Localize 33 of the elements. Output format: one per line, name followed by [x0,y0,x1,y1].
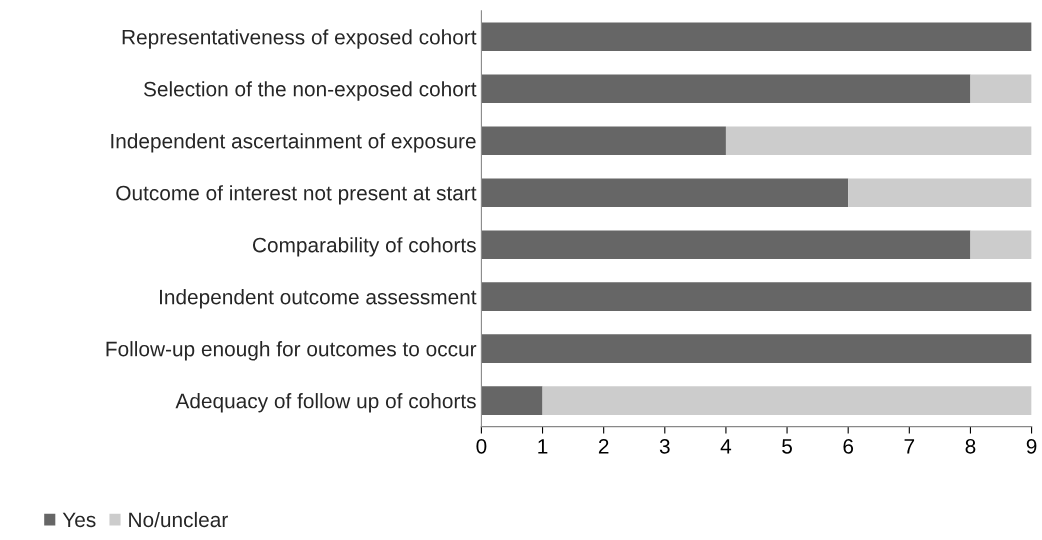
y-tick-label: Selection of the non-exposed cohort [143,81,477,101]
bar [481,22,1032,52]
y-tick-label: Comparability of cohorts [252,237,476,257]
bar [481,126,726,156]
x-tick-label: 1 [538,439,548,454]
bar [481,282,1032,311]
legend-label: No/unclear [129,511,228,528]
y-tick-label: Outcome of interest not present at start [116,185,477,205]
x-tick-label: 4 [720,439,732,454]
x-tick-label: 8 [965,438,976,454]
bar [481,178,849,208]
bar [481,334,1032,363]
x-tick-label: 7 [904,439,915,454]
y-tick-label: Independent outcome assessment [160,289,477,309]
bar [725,126,1032,156]
x-tick-label: 6 [843,438,854,454]
bar [481,230,971,259]
bar [542,386,1032,415]
x-tick-label: 3 [659,438,670,454]
bar [970,230,1032,259]
y-tick-label: Independent ascertainment of exposure [111,133,476,153]
x-tick-label: 5 [782,439,792,454]
x-tick-label: 2 [598,438,609,454]
y-tick-label: Representativeness of exposed cohort [122,29,477,49]
bar [481,386,543,415]
bar [481,74,971,104]
y-tick-label: Adequacy of follow up of cohorts [175,393,476,413]
y-tick-label: Follow-up enough for outcomes to occur [106,341,477,361]
bar [970,74,1032,104]
bar [848,178,1032,208]
x-tick-label: 9 [1026,438,1037,454]
legend-label: Yes [62,512,96,528]
x-tick-label: 0 [476,438,487,454]
